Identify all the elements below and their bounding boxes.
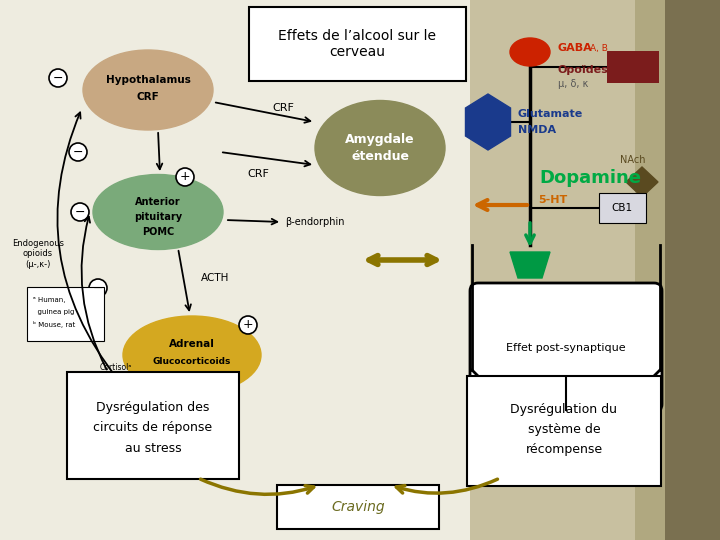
- Polygon shape: [466, 94, 510, 150]
- Text: Effets de l’alcool sur le
cerveau: Effets de l’alcool sur le cerveau: [278, 29, 436, 59]
- Bar: [470, 0, 680, 540]
- Text: +: +: [243, 319, 253, 332]
- FancyBboxPatch shape: [607, 51, 659, 83]
- FancyBboxPatch shape: [467, 376, 661, 486]
- Text: Cortisolᵃ: Cortisolᵃ: [100, 363, 132, 373]
- Text: ᵃ Human,: ᵃ Human,: [33, 297, 66, 303]
- Text: 5-HT: 5-HT: [538, 195, 567, 205]
- Text: Adrenal: Adrenal: [169, 339, 215, 349]
- Text: −: −: [93, 281, 103, 294]
- Text: +: +: [180, 171, 190, 184]
- Text: GABA: GABA: [558, 43, 593, 53]
- Circle shape: [69, 143, 87, 161]
- Circle shape: [239, 316, 257, 334]
- Text: Effet post-synaptique: Effet post-synaptique: [506, 343, 626, 353]
- Text: Amygdale: Amygdale: [345, 133, 415, 146]
- Text: ACTH: ACTH: [201, 273, 229, 283]
- Text: Dysrégulation du: Dysrégulation du: [510, 403, 618, 416]
- Text: Anterior: Anterior: [135, 197, 181, 207]
- Circle shape: [176, 168, 194, 186]
- Text: pituitary: pituitary: [134, 212, 182, 222]
- Text: Glucocorticoids: Glucocorticoids: [153, 357, 231, 367]
- Text: Dopamine: Dopamine: [539, 169, 641, 187]
- Text: A, B: A, B: [590, 44, 608, 52]
- Text: −: −: [75, 206, 85, 219]
- Text: POMC: POMC: [142, 227, 174, 237]
- Text: CRF: CRF: [272, 103, 294, 113]
- Text: −: −: [73, 145, 84, 159]
- Text: Glutamate: Glutamate: [518, 109, 583, 119]
- FancyBboxPatch shape: [67, 372, 239, 479]
- FancyBboxPatch shape: [27, 287, 104, 341]
- Text: −: −: [53, 71, 63, 84]
- Text: circuits de réponse: circuits de réponse: [94, 422, 212, 435]
- Text: système de: système de: [528, 423, 600, 436]
- Text: NAch: NAch: [620, 155, 646, 165]
- Text: Opoïdes: Opoïdes: [558, 65, 608, 75]
- FancyBboxPatch shape: [249, 7, 466, 81]
- Text: Endogenous
opioids
(μ-,κ-): Endogenous opioids (μ-,κ-): [12, 239, 64, 269]
- Text: CB1: CB1: [611, 203, 633, 213]
- FancyBboxPatch shape: [277, 485, 439, 529]
- Text: au stress: au stress: [125, 442, 181, 455]
- Text: μ, δ, κ: μ, δ, κ: [558, 79, 588, 89]
- FancyBboxPatch shape: [470, 283, 662, 412]
- Polygon shape: [626, 167, 658, 197]
- FancyBboxPatch shape: [599, 193, 646, 223]
- Ellipse shape: [93, 174, 223, 249]
- Ellipse shape: [510, 38, 550, 66]
- Circle shape: [49, 69, 67, 87]
- Circle shape: [89, 279, 107, 297]
- Text: Hypothalamus: Hypothalamus: [106, 75, 190, 85]
- Text: NMDA: NMDA: [518, 125, 556, 135]
- Polygon shape: [510, 252, 550, 278]
- Text: Craving: Craving: [331, 500, 384, 514]
- Text: CRF: CRF: [137, 92, 159, 102]
- Text: récompense: récompense: [526, 443, 603, 456]
- Text: β-endorphin: β-endorphin: [285, 217, 344, 227]
- Ellipse shape: [315, 100, 445, 195]
- Ellipse shape: [123, 316, 261, 394]
- Text: CRF: CRF: [247, 169, 269, 179]
- Ellipse shape: [83, 50, 213, 130]
- Text: Corticosteroneᵇ: Corticosteroneᵇ: [100, 375, 160, 384]
- Text: guinea pig: guinea pig: [33, 309, 74, 315]
- Text: étendue: étendue: [351, 151, 409, 164]
- Circle shape: [71, 203, 89, 221]
- Text: ᵇ Mouse, rat: ᵇ Mouse, rat: [33, 321, 76, 327]
- Bar: [635, 0, 665, 540]
- Bar: [665, 0, 720, 540]
- Text: Dysrégulation des: Dysrégulation des: [96, 402, 210, 415]
